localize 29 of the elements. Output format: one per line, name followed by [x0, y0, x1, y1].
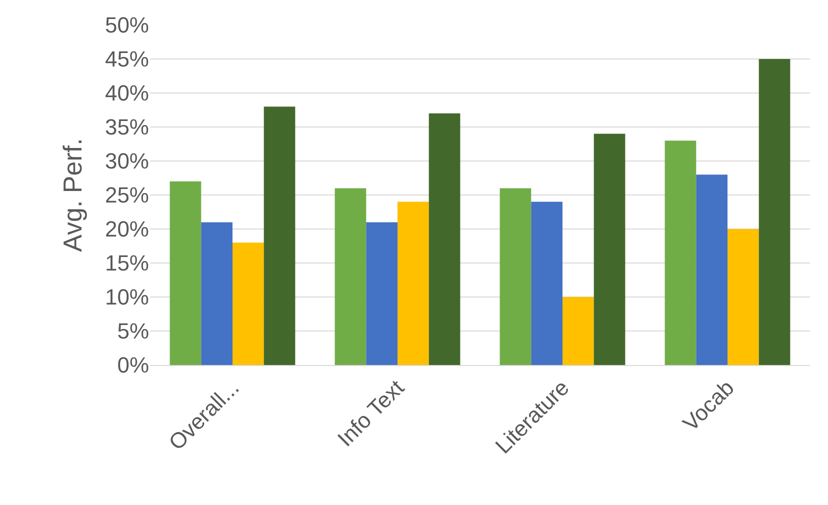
bar	[366, 222, 398, 365]
y-tick-label: 20%	[104, 216, 149, 242]
y-tick-label: 45%	[104, 46, 149, 72]
y-tick-label: 0%	[117, 352, 149, 378]
y-tick-label: 35%	[104, 114, 149, 140]
y-tick-label: 30%	[104, 148, 149, 174]
bar	[264, 106, 296, 365]
bar	[664, 140, 696, 365]
bar	[500, 188, 532, 365]
y-tick-label: 40%	[104, 80, 149, 106]
y-tick-label: 50%	[104, 12, 149, 38]
y-axis-title: Avg. Perf.	[57, 138, 88, 252]
bar	[428, 113, 460, 365]
bar	[531, 202, 562, 365]
x-tick-label: Info Text	[332, 375, 409, 452]
bar	[758, 59, 790, 365]
y-tick-label: 5%	[117, 318, 149, 344]
bar	[334, 188, 366, 365]
y-tick-label: 10%	[104, 284, 149, 310]
bar	[594, 134, 626, 365]
y-tick-label: 25%	[104, 182, 149, 208]
bar	[562, 297, 594, 365]
bar	[398, 202, 429, 365]
y-tick-label: 15%	[104, 250, 149, 276]
bar	[696, 174, 728, 365]
bar	[201, 222, 232, 365]
bar	[728, 229, 759, 365]
bar	[170, 181, 202, 365]
bar	[232, 242, 264, 365]
